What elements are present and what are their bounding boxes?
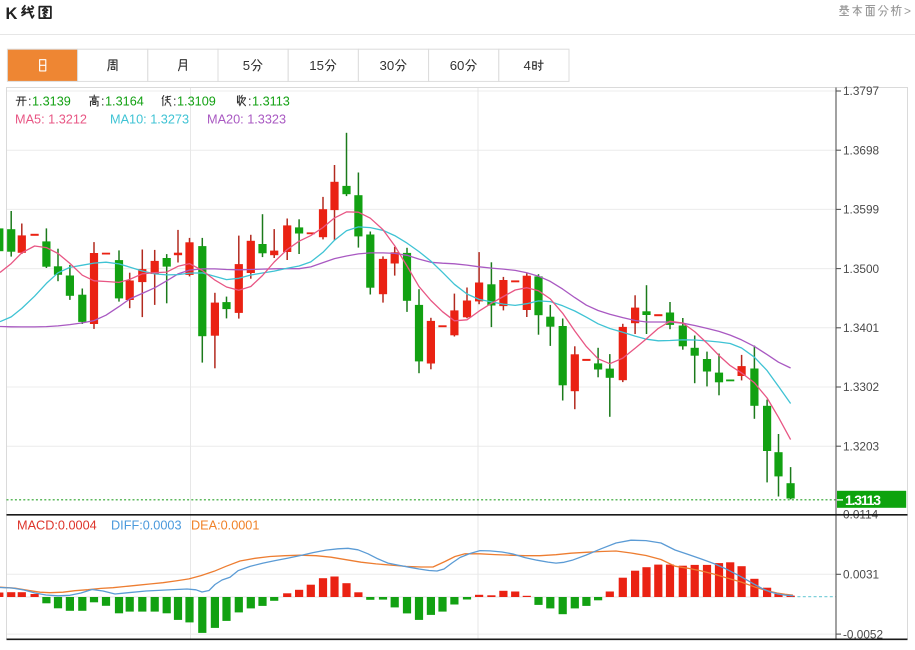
svg-text:1.3401: 1.3401 [843, 321, 879, 335]
svg-text:1.3139: 1.3139 [32, 95, 71, 109]
svg-text:-0.0052: -0.0052 [843, 627, 883, 641]
svg-text::: : [101, 95, 104, 109]
svg-text:1.3113: 1.3113 [845, 492, 881, 508]
svg-text:1.3797: 1.3797 [843, 84, 879, 98]
svg-text:DIFF:0.0003: DIFF:0.0003 [111, 519, 182, 533]
svg-text:>: > [904, 4, 911, 18]
svg-text:60: 60 [450, 58, 465, 73]
svg-text:1.3113: 1.3113 [252, 95, 290, 109]
svg-text:1.3302: 1.3302 [843, 380, 879, 394]
svg-text:1.3698: 1.3698 [843, 143, 880, 157]
svg-text:MA10: 1.3273: MA10: 1.3273 [110, 113, 189, 127]
svg-text:MA5: 1.3212: MA5: 1.3212 [15, 113, 87, 127]
svg-text:5: 5 [243, 58, 250, 73]
svg-text:1.3599: 1.3599 [843, 203, 879, 217]
svg-text:4: 4 [524, 58, 531, 73]
svg-text:1.3500: 1.3500 [843, 262, 880, 276]
svg-text:1.3203: 1.3203 [843, 439, 880, 453]
svg-text:DEA:0.0001: DEA:0.0001 [191, 519, 259, 533]
svg-text::: : [248, 95, 251, 109]
svg-text:MA20: 1.3323: MA20: 1.3323 [207, 113, 286, 127]
svg-text::: : [173, 95, 176, 109]
svg-text:1.3109: 1.3109 [177, 95, 216, 109]
svg-text:MACD:0.0004: MACD:0.0004 [17, 519, 97, 533]
svg-text:K: K [6, 5, 18, 23]
svg-text::: : [28, 95, 31, 109]
svg-text:0.0031: 0.0031 [843, 568, 879, 582]
svg-text:15: 15 [309, 58, 324, 73]
svg-text:1.3164: 1.3164 [105, 95, 144, 109]
svg-text:30: 30 [380, 58, 395, 73]
